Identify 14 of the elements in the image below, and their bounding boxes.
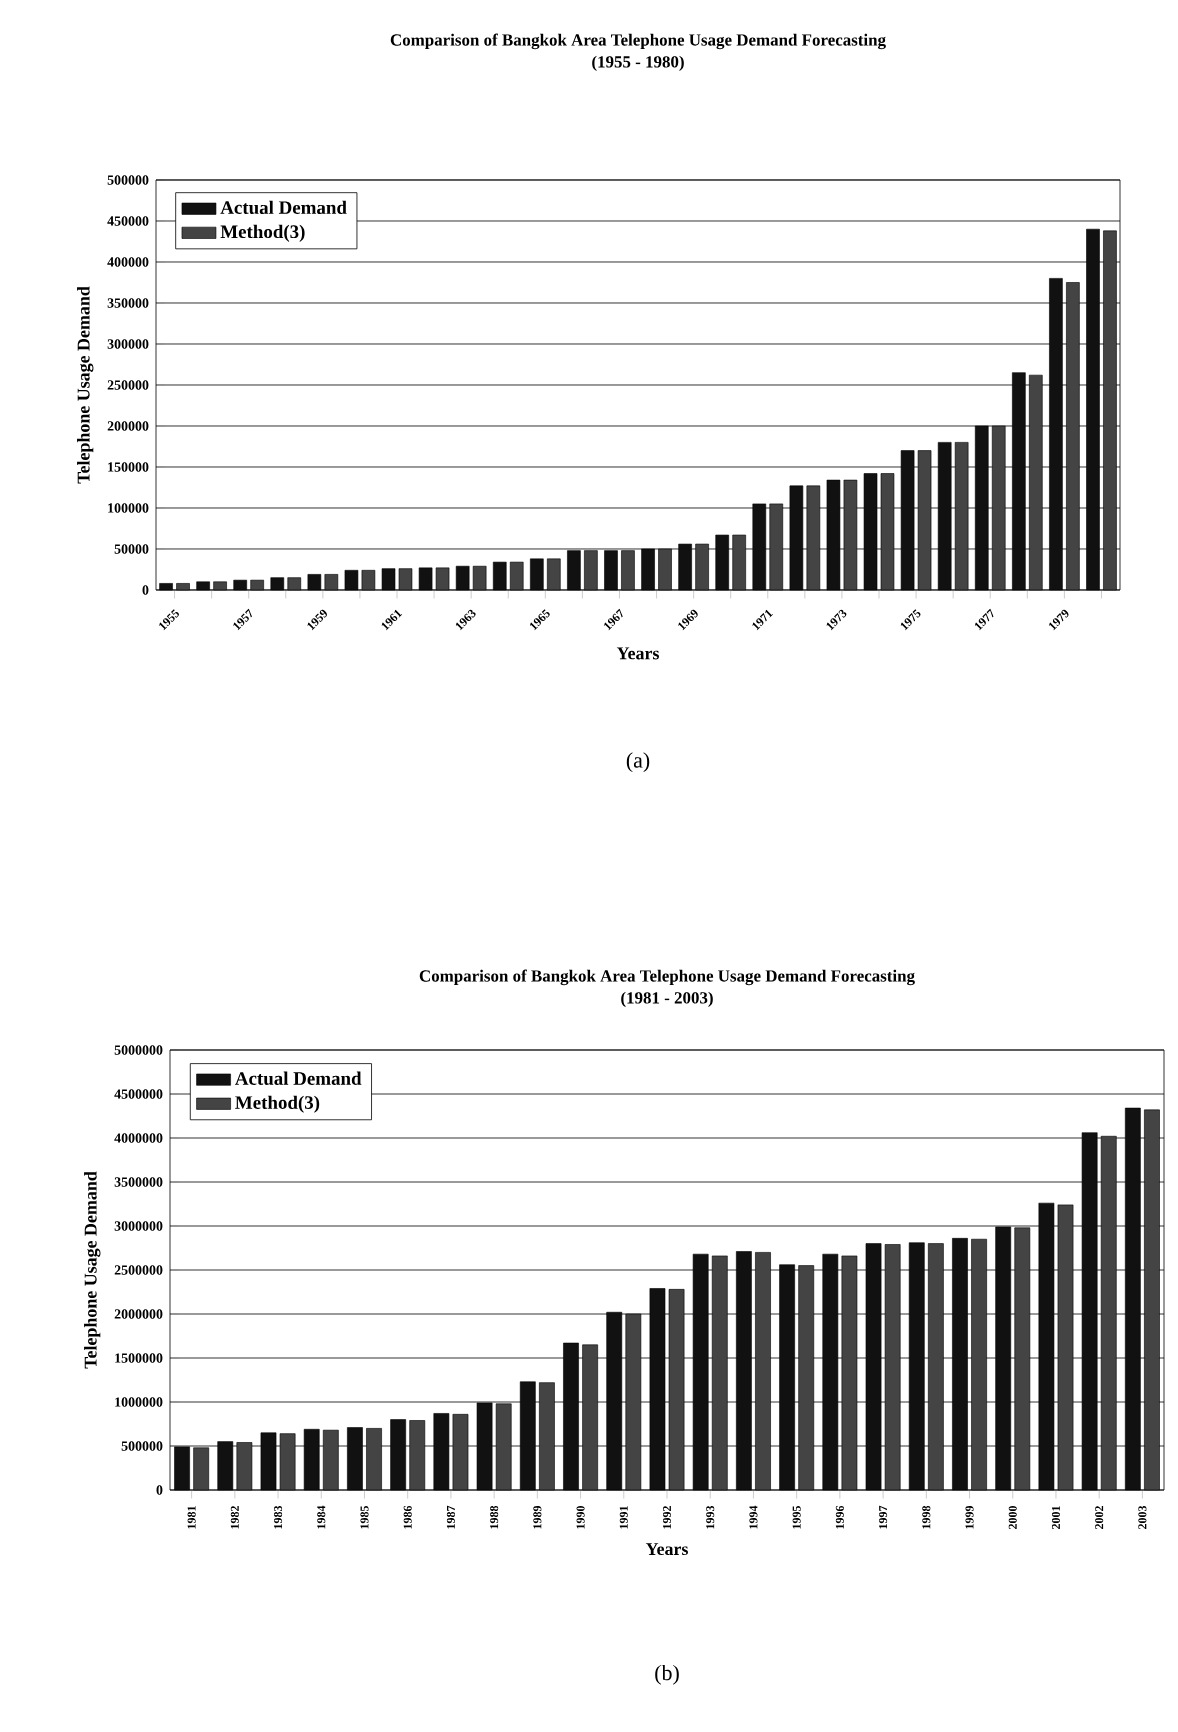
legend-label: Actual Demand [235, 1071, 362, 1085]
text: (a) [626, 752, 650, 773]
chart-title: Comparison of Bangkok Area Telephone Usage Demand Forecasting [390, 33, 886, 50]
text: (b) [655, 1664, 679, 1685]
y-axis-title: Telephone Usage Demand [77, 286, 94, 484]
chart-title: Comparison of Bangkok Area Telephone Usage Demand Forecasting [419, 969, 915, 986]
y-axis-title: Telephone Usage Demand [84, 1171, 101, 1369]
x-axis-title: Years [616, 647, 659, 660]
legend-label: Actual Demand [220, 200, 347, 215]
legend-label: Method(3) [235, 1095, 320, 1113]
legend-label: Method(3) [220, 224, 305, 242]
x-axis-title: Years [645, 1543, 688, 1556]
chart-subtitle: (1981 - 2003) [621, 991, 713, 1007]
chart-subtitle: (1955 - 1980) [592, 55, 684, 71]
